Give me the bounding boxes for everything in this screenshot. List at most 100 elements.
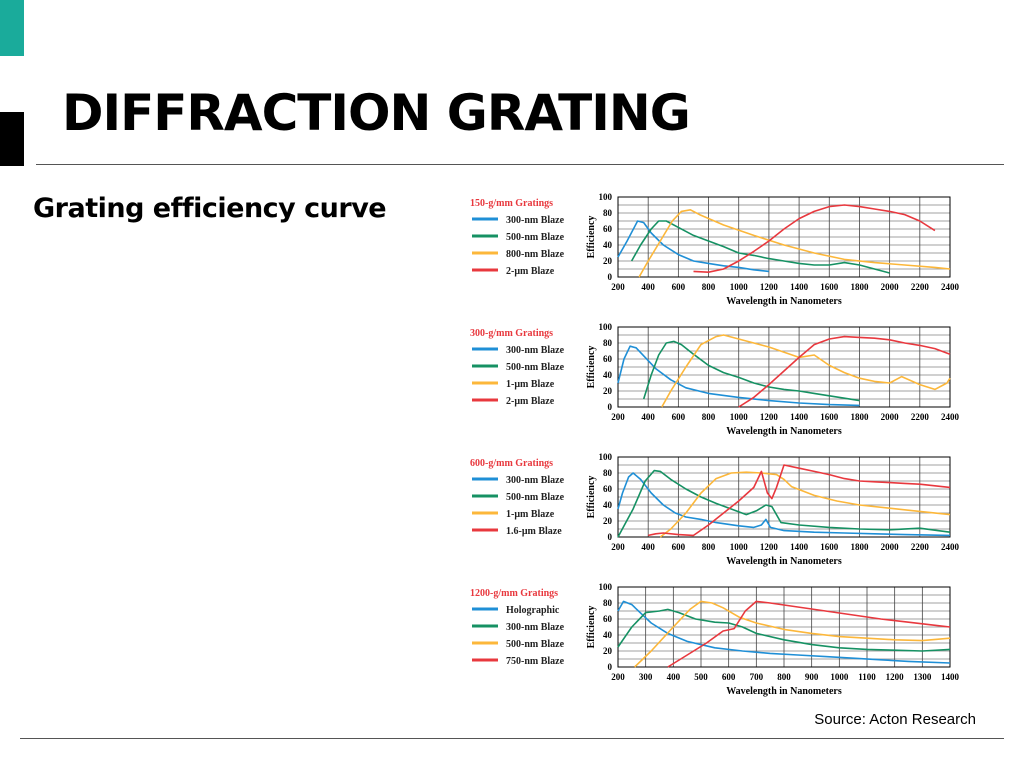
series-line [617, 345, 860, 407]
legend-label: 1.6-μm Blaze [506, 526, 562, 537]
legend-title: 600-g/mm Gratings [470, 458, 553, 469]
y-tick-label: 0 [608, 402, 613, 412]
chart-panel-2: 600-g/mm Gratings 300-nm Blaze 500-nm Blaz… [470, 452, 960, 567]
x-axis-label: Wavelength in Nanometers [726, 556, 842, 567]
y-tick-label: 60 [603, 484, 613, 494]
x-tick-label: 2200 [911, 542, 930, 552]
y-tick-label: 40 [603, 240, 613, 250]
x-axis-label: Wavelength in Nanometers [726, 296, 842, 307]
series-line [642, 340, 860, 402]
x-tick-label: 800 [702, 282, 716, 292]
x-tick-label: 1200 [760, 412, 779, 422]
y-tick-label: 60 [603, 354, 613, 364]
legend-label: 2-μm Blaze [506, 266, 555, 277]
y-tick-label: 60 [603, 614, 613, 624]
x-axis-label: Wavelength in Nanometers [726, 426, 842, 437]
series-line [667, 600, 951, 668]
legend-label: 500-nm Blaze [506, 362, 565, 373]
legend-label: 750-nm Blaze [506, 656, 565, 667]
x-tick-label: 300 [639, 672, 653, 682]
series-line [693, 204, 936, 273]
y-axis-label: Efficiency [586, 216, 597, 259]
x-tick-label: 1200 [886, 672, 905, 682]
x-tick-label: 200 [611, 282, 625, 292]
x-tick-label: 2000 [881, 542, 900, 552]
efficiency-charts: 150-g/mm Gratings 300-nm Blaze 500-nm Blaz… [466, 186, 966, 706]
x-tick-label: 600 [672, 412, 686, 422]
x-tick-label: 1400 [790, 412, 809, 422]
y-tick-label: 80 [603, 468, 613, 478]
x-tick-label: 1000 [730, 282, 749, 292]
x-tick-label: 2400 [941, 412, 960, 422]
legend-label: 300-nm Blaze [506, 215, 565, 226]
series-line [617, 220, 769, 273]
legend-label: 1-μm Blaze [506, 509, 555, 520]
legend-label: 800-nm Blaze [506, 249, 565, 260]
legend-label: 300-nm Blaze [506, 622, 565, 633]
legend-label: 500-nm Blaze [506, 639, 565, 650]
accent-bar-teal [0, 0, 24, 56]
x-tick-label: 2000 [881, 282, 900, 292]
plot-frame [617, 196, 951, 278]
x-tick-label: 600 [672, 542, 686, 552]
accent-bar-black [0, 112, 24, 166]
title-divider [36, 164, 1004, 165]
x-tick-label: 800 [777, 672, 791, 682]
series-line [648, 464, 951, 537]
x-tick-label: 1200 [760, 282, 779, 292]
x-tick-label: 200 [611, 672, 625, 682]
y-tick-label: 20 [603, 386, 613, 396]
x-axis-label: Wavelength in Nanometers [726, 686, 842, 697]
series-line [738, 335, 951, 408]
x-tick-label: 2200 [911, 282, 930, 292]
legend-label: 300-nm Blaze [506, 345, 565, 356]
y-tick-label: 20 [603, 516, 613, 526]
y-tick-label: 60 [603, 224, 613, 234]
footer-divider [20, 738, 1004, 739]
y-axis-label: Efficiency [586, 476, 597, 519]
series-line [661, 334, 951, 408]
legend-title: 150-g/mm Gratings [470, 198, 553, 209]
x-tick-label: 600 [672, 282, 686, 292]
legend-label: 1-μm Blaze [506, 379, 555, 390]
series-line [634, 600, 951, 668]
x-tick-label: 1600 [820, 282, 839, 292]
y-tick-label: 40 [603, 500, 613, 510]
legend-label: 2-μm Blaze [506, 396, 555, 407]
x-tick-label: 400 [641, 412, 655, 422]
legend-label: 300-nm Blaze [506, 475, 565, 486]
y-tick-label: 40 [603, 630, 613, 640]
y-tick-label: 80 [603, 598, 613, 608]
y-tick-label: 80 [603, 338, 613, 348]
x-tick-label: 1400 [790, 282, 809, 292]
x-tick-label: 1000 [830, 672, 849, 682]
x-tick-label: 2200 [911, 412, 930, 422]
x-tick-label: 1300 [913, 672, 932, 682]
x-tick-label: 700 [750, 672, 764, 682]
x-tick-label: 1000 [730, 542, 749, 552]
chart-panel-3: 1200-g/mm Gratings Holographic 300-nm Blaz… [470, 582, 960, 697]
slide-subtitle: Grating efficiency curve [33, 193, 387, 224]
legend-title: 300-g/mm Gratings [470, 328, 553, 339]
x-tick-label: 600 [722, 672, 736, 682]
x-tick-label: 800 [702, 412, 716, 422]
source-caption: Source: Acton Research [814, 711, 976, 728]
series-line [638, 209, 951, 278]
y-tick-label: 100 [599, 582, 613, 592]
series-line [617, 472, 951, 537]
x-tick-label: 2400 [941, 542, 960, 552]
legend-title: 1200-g/mm Gratings [470, 588, 558, 599]
y-tick-label: 20 [603, 256, 613, 266]
x-tick-label: 400 [641, 282, 655, 292]
plot-frame [617, 456, 951, 538]
legend-label: 500-nm Blaze [506, 232, 565, 243]
x-tick-label: 800 [702, 542, 716, 552]
series-line [617, 600, 951, 664]
y-tick-label: 80 [603, 208, 613, 218]
x-tick-label: 1600 [820, 542, 839, 552]
x-tick-label: 1000 [730, 412, 749, 422]
x-tick-label: 400 [641, 542, 655, 552]
y-tick-label: 40 [603, 370, 613, 380]
x-tick-label: 1200 [760, 542, 779, 552]
x-tick-label: 1800 [850, 542, 869, 552]
